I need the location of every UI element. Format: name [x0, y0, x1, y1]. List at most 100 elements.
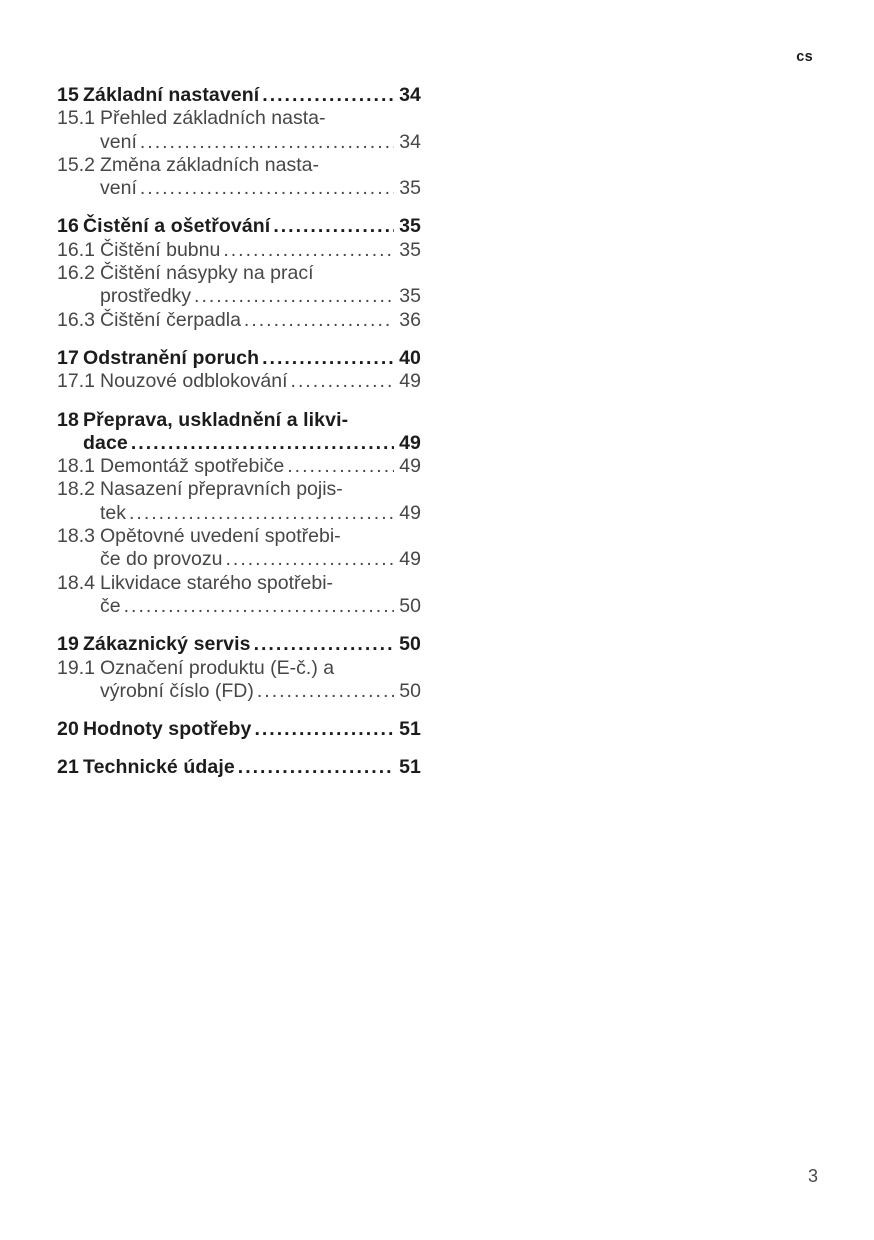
toc-item-continuation: tek 49 — [57, 502, 421, 525]
item-number: 18.3 — [57, 525, 95, 548]
dot-leader — [124, 595, 395, 618]
item-page-number: 50 — [399, 679, 421, 702]
item-title: Změna základních nasta- — [100, 153, 319, 176]
toc-item-continuation: výrobní číslo (FD) 50 — [57, 680, 421, 703]
toc-item-entry: 16.2 Čištění násypky na prací — [57, 262, 421, 285]
item-number: 15.2 — [57, 153, 95, 176]
dot-leader — [223, 239, 394, 262]
chapter-number: 21 — [57, 756, 79, 779]
item-page-number: 50 — [399, 594, 421, 617]
item-title: Čištění násypky na prací — [100, 262, 314, 285]
item-number: 17.1 — [57, 370, 95, 393]
item-page-number: 49 — [399, 455, 421, 478]
table-of-contents: 15 Základní nastavení 34 15.1 Přehled zá… — [57, 84, 421, 795]
toc-section-18: 18 Přeprava, uskladnění a likvi- dace 49… — [57, 409, 421, 619]
toc-section-16: 16 Čistění a ošetřování 35 16.1 Čištění … — [57, 215, 421, 331]
toc-item-continuation: vení 35 — [57, 177, 421, 200]
toc-item-entry: 17.1 Nouzové odblokování 49 — [57, 370, 421, 393]
toc-item-continuation: če 50 — [57, 595, 421, 618]
dot-leader — [262, 347, 394, 370]
item-title-continuation: výrobní číslo (FD) — [100, 679, 254, 702]
item-number: 15.1 — [57, 107, 95, 130]
toc-chapter-entry: 18 Přeprava, uskladnění a likvi- — [57, 409, 421, 432]
dot-leader — [131, 432, 394, 455]
page-number: 3 — [807, 1166, 818, 1186]
item-page-number: 35 — [399, 177, 421, 200]
chapter-number: 20 — [57, 718, 79, 741]
toc-item-entry: 15.1 Přehled základních nasta- — [57, 107, 421, 130]
toc-chapter-entry: 15 Základní nastavení 34 — [57, 84, 421, 107]
item-number: 16.2 — [57, 262, 95, 285]
chapter-title: Zákaznický servis — [83, 633, 251, 656]
chapter-page-number: 51 — [399, 756, 421, 779]
toc-item-entry: 16.1 Čištění bubnu 35 — [57, 239, 421, 262]
item-number: 18.1 — [57, 455, 95, 478]
item-page-number: 49 — [399, 501, 421, 524]
dot-leader — [273, 215, 394, 238]
dot-leader — [262, 84, 394, 107]
dot-leader — [254, 718, 394, 741]
toc-chapter-continuation: dace 49 — [57, 432, 421, 455]
toc-section-19: 19 Zákaznický servis 50 19.1 Označení pr… — [57, 633, 421, 703]
chapter-number: 16 — [57, 215, 79, 238]
dot-leader — [140, 131, 394, 154]
toc-item-entry: 18.4 Likvidace starého spotřebi- — [57, 572, 421, 595]
chapter-title: Základní nastavení — [83, 84, 260, 106]
chapter-page-number: 35 — [399, 215, 421, 238]
item-title: Přehled základních nasta- — [100, 107, 326, 130]
chapter-page-number: 49 — [399, 431, 421, 454]
toc-section-21: 21 Technické údaje 51 — [57, 756, 421, 779]
item-page-number: 34 — [399, 130, 421, 153]
dot-leader — [254, 633, 395, 656]
chapter-title: Čistění a ošetřování — [83, 215, 271, 238]
item-title-continuation: če — [100, 594, 121, 617]
chapter-page-number: 51 — [399, 718, 421, 741]
item-title: Likvidace starého spotřebi- — [100, 571, 334, 594]
item-title: Nasazení přepravních pojis- — [100, 478, 343, 501]
item-number: 16.1 — [57, 238, 95, 261]
item-title: Označení produktu (E-č.) a — [100, 656, 335, 679]
item-title-continuation: če do provozu — [100, 548, 223, 571]
toc-section-17: 17 Odstranění poruch 40 17.1 Nouzové odb… — [57, 347, 421, 394]
toc-chapter-entry: 20 Hodnoty spotřeby 51 — [57, 718, 421, 741]
chapter-number: 18 — [57, 408, 79, 431]
dot-leader — [140, 177, 394, 200]
chapter-number: 17 — [57, 346, 79, 369]
toc-item-continuation: če do provozu 49 — [57, 548, 421, 571]
dot-leader — [244, 309, 394, 332]
toc-section-20: 20 Hodnoty spotřeby 51 — [57, 718, 421, 741]
toc-item-entry: 15.2 Změna základních nasta- — [57, 154, 421, 177]
dot-leader — [226, 548, 395, 571]
item-number: 18.4 — [57, 571, 95, 594]
item-number: 18.2 — [57, 478, 95, 501]
dot-leader — [287, 455, 394, 478]
dot-leader — [291, 370, 395, 393]
item-number: 19.1 — [57, 656, 95, 679]
chapter-number: 19 — [57, 633, 79, 656]
chapter-page-number: 50 — [399, 633, 421, 656]
toc-item-entry: 16.3 Čištění čerpadla 36 — [57, 309, 421, 332]
chapter-title: Hodnoty spotřeby — [83, 718, 252, 741]
chapter-title: Přeprava, uskladnění a likvi- — [83, 408, 349, 431]
toc-section-15: 15 Základní nastavení 34 15.1 Přehled zá… — [57, 84, 421, 200]
chapter-title: Technické údaje — [83, 756, 235, 779]
toc-chapter-entry: 21 Technické údaje 51 — [57, 756, 421, 779]
chapter-title: Odstranění poruch — [83, 346, 260, 369]
dot-leader — [238, 756, 394, 779]
chapter-page-number: 34 — [399, 84, 421, 106]
item-title: Opětovné uvedení spotřebi- — [100, 525, 341, 548]
toc-item-entry: 19.1 Označení produktu (E-č.) a — [57, 657, 421, 680]
item-page-number: 35 — [399, 285, 421, 308]
toc-chapter-entry: 16 Čistění a ošetřování 35 — [57, 215, 421, 238]
item-page-number: 35 — [399, 238, 421, 261]
item-title-continuation: prostředky — [100, 285, 192, 308]
toc-item-continuation: prostředky 35 — [57, 285, 421, 308]
item-title: Demontáž spotřebiče — [100, 455, 285, 478]
chapter-page-number: 40 — [399, 346, 421, 369]
toc-chapter-entry: 17 Odstranění poruch 40 — [57, 347, 421, 370]
item-page-number: 49 — [399, 370, 421, 393]
item-page-number: 49 — [399, 548, 421, 571]
toc-item-continuation: vení 34 — [57, 131, 421, 154]
chapter-title-continuation: dace — [83, 431, 128, 454]
item-title: Čištění čerpadla — [100, 308, 241, 331]
